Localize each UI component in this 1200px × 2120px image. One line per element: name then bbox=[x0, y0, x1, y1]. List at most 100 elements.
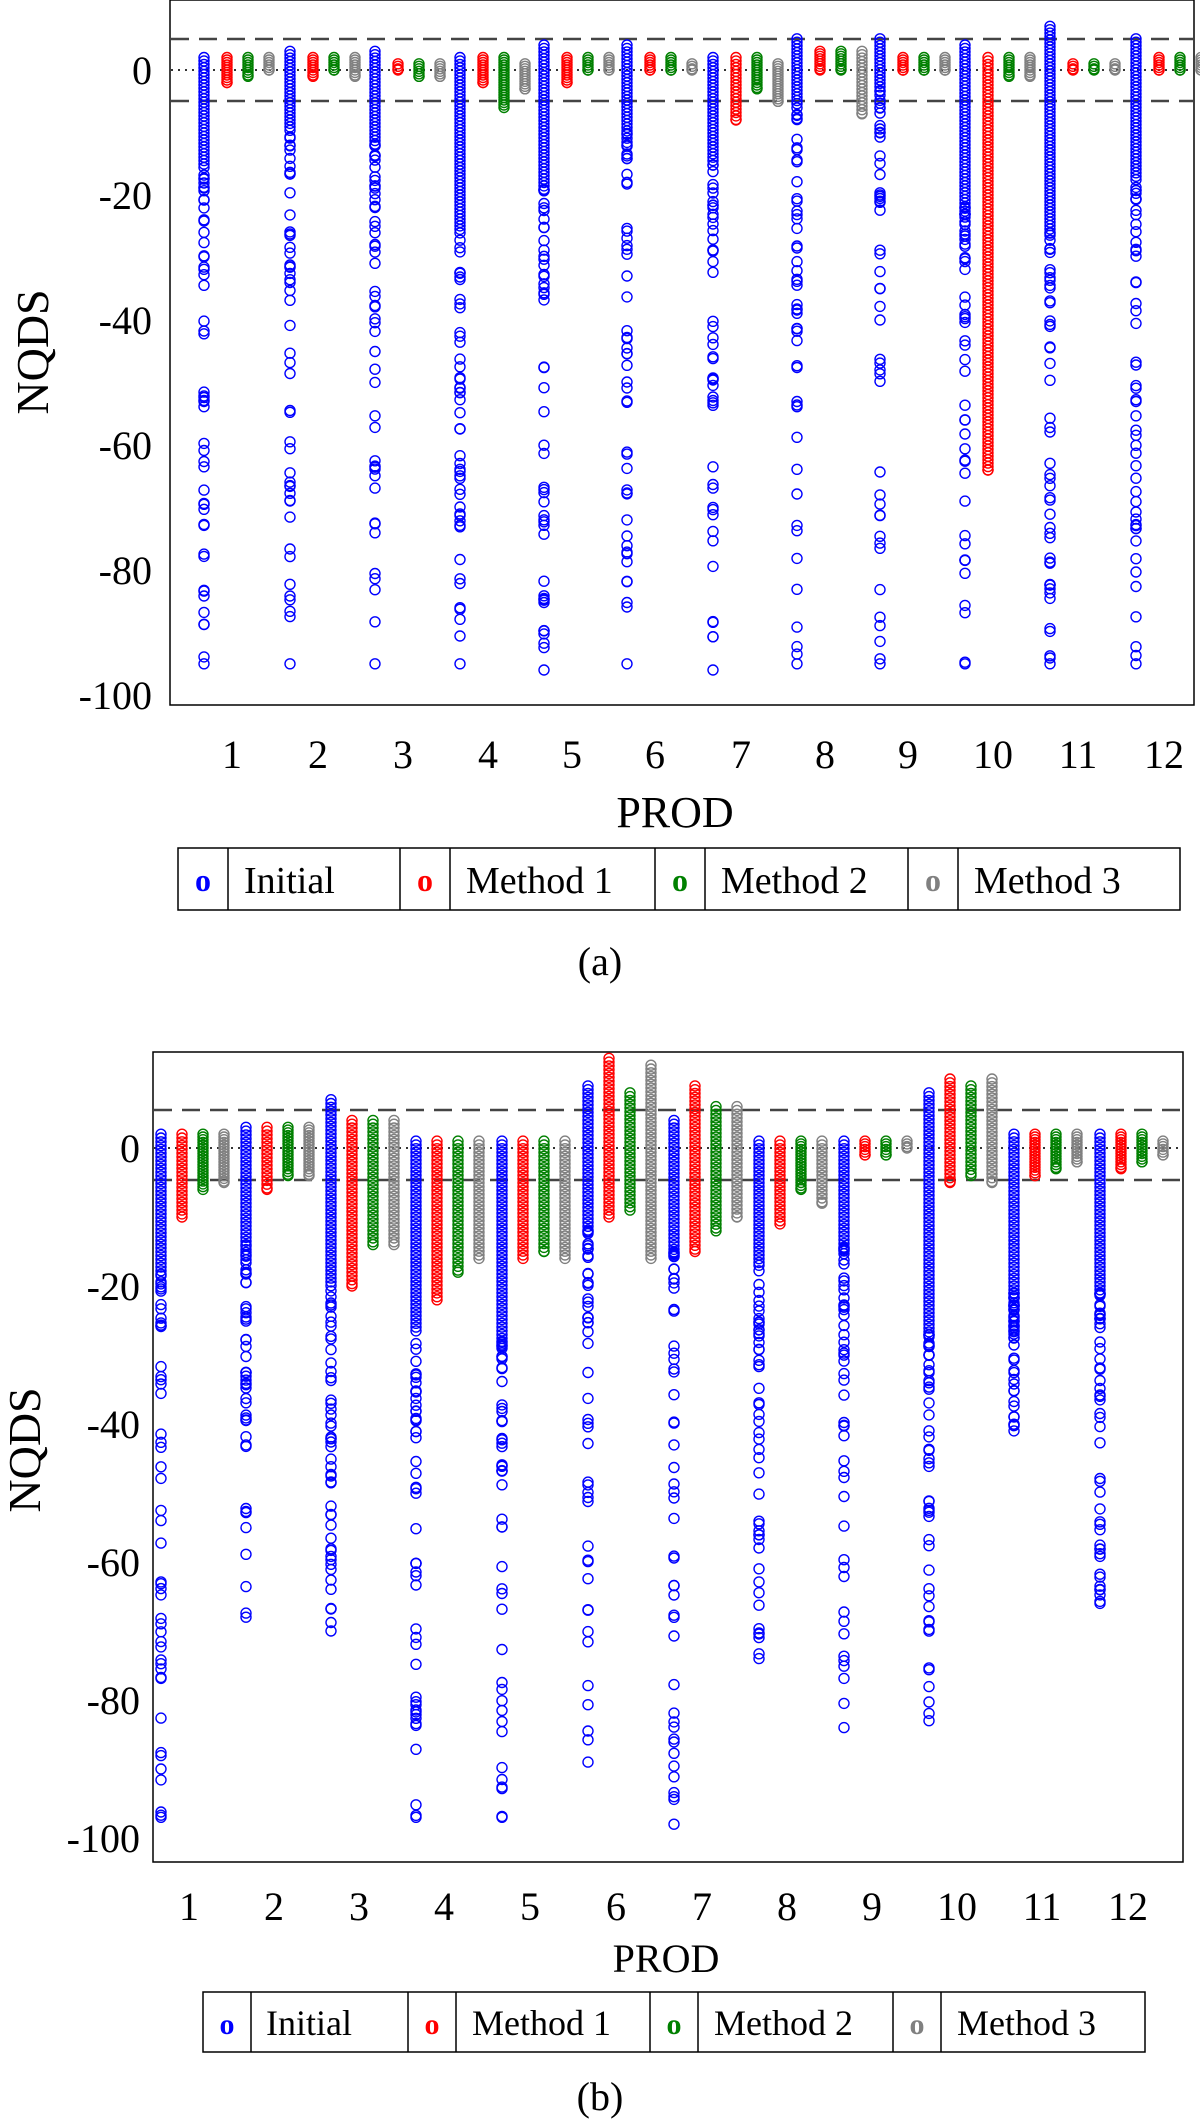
data-point-initial bbox=[1008, 1411, 1020, 1423]
data-point-method-3 bbox=[388, 1205, 400, 1218]
data-point-initial bbox=[155, 1249, 167, 1262]
data-point-initial bbox=[325, 1219, 337, 1231]
data-point-initial bbox=[753, 1169, 765, 1182]
data-point-method-1 bbox=[774, 1150, 786, 1163]
data-point-initial bbox=[621, 127, 633, 140]
data-point-initial bbox=[923, 1254, 935, 1266]
data-point-method-2 bbox=[452, 1146, 464, 1159]
data-point-initial bbox=[753, 1203, 765, 1216]
data-point-method-3 bbox=[388, 1198, 400, 1210]
data-point-initial bbox=[369, 482, 381, 494]
data-point-initial bbox=[621, 540, 633, 552]
data-point-initial bbox=[707, 187, 719, 199]
data-point-method-1 bbox=[346, 1274, 358, 1286]
data-point-initial bbox=[1008, 1364, 1020, 1377]
data-point-initial bbox=[923, 1409, 935, 1421]
data-point-initial bbox=[1094, 1132, 1106, 1144]
data-point-initial bbox=[621, 446, 633, 458]
data-point-method-1 bbox=[944, 1137, 956, 1150]
data-point-method-2 bbox=[1088, 64, 1100, 76]
data-point-initial bbox=[155, 1234, 167, 1247]
data-point-method-2 bbox=[538, 1215, 550, 1227]
data-point-method-1 bbox=[944, 1096, 956, 1108]
data-point-method-1 bbox=[1115, 1162, 1127, 1175]
data-point-initial bbox=[753, 1245, 765, 1257]
data-point-method-3 bbox=[986, 1141, 998, 1154]
data-point-initial bbox=[240, 1366, 252, 1379]
data-point-initial bbox=[369, 313, 381, 325]
data-point-initial bbox=[753, 1316, 765, 1329]
data-point-initial bbox=[874, 196, 886, 209]
data-point-initial bbox=[155, 1657, 167, 1670]
data-point-initial bbox=[1008, 1223, 1020, 1235]
data-point-initial bbox=[1094, 1261, 1106, 1273]
data-point-method-1 bbox=[176, 1208, 188, 1220]
data-point-initial bbox=[1130, 553, 1142, 565]
data-point-initial bbox=[1094, 1362, 1106, 1374]
data-point-initial bbox=[240, 1227, 252, 1240]
data-point-initial bbox=[838, 1146, 850, 1159]
data-point-initial bbox=[496, 1154, 508, 1166]
data-point-initial bbox=[753, 1215, 765, 1227]
data-point-initial bbox=[923, 1121, 935, 1133]
data-point-method-1 bbox=[431, 1161, 443, 1174]
data-point-method-1 bbox=[431, 1256, 443, 1269]
data-point-initial bbox=[923, 1510, 935, 1523]
data-point-initial bbox=[707, 351, 719, 363]
data-point-initial bbox=[325, 1397, 337, 1410]
data-point-method-1 bbox=[346, 1194, 358, 1206]
data-point-method-3 bbox=[218, 1128, 230, 1140]
data-point-method-3 bbox=[986, 1171, 998, 1184]
data-point-method-2 bbox=[538, 1180, 550, 1193]
x-tick-label: 5 bbox=[562, 732, 582, 777]
data-point-method-3 bbox=[303, 1135, 315, 1147]
data-point-method-3 bbox=[1071, 1128, 1083, 1140]
data-point-initial bbox=[923, 1303, 935, 1315]
data-point-initial bbox=[838, 1192, 850, 1204]
data-point-initial bbox=[284, 241, 296, 254]
data-point-method-2 bbox=[965, 1144, 977, 1157]
data-point-initial bbox=[923, 1452, 935, 1465]
data-point-method-1 bbox=[944, 1080, 956, 1093]
data-point-initial bbox=[410, 1371, 422, 1384]
data-point-initial bbox=[959, 252, 971, 264]
data-point-initial bbox=[959, 495, 971, 507]
data-point-initial bbox=[496, 1317, 508, 1330]
data-point-method-2 bbox=[452, 1165, 464, 1178]
data-point-initial bbox=[668, 1282, 680, 1294]
data-point-initial bbox=[240, 1155, 252, 1168]
data-point-initial bbox=[707, 255, 719, 268]
data-point-method-3 bbox=[473, 1177, 485, 1189]
data-point-method-3 bbox=[645, 1074, 657, 1087]
data-point-initial bbox=[496, 1177, 508, 1189]
data-point-initial bbox=[325, 1431, 337, 1443]
data-point-initial bbox=[668, 1122, 680, 1134]
data-point-initial bbox=[240, 1159, 252, 1172]
data-point-method-2 bbox=[1136, 1147, 1148, 1160]
data-point-initial bbox=[240, 1224, 252, 1236]
data-point-initial bbox=[155, 1320, 167, 1332]
data-point-initial bbox=[454, 386, 466, 399]
data-point-method-1 bbox=[346, 1280, 358, 1292]
data-point-method-2 bbox=[367, 1224, 379, 1237]
data-point-method-1 bbox=[689, 1152, 701, 1164]
data-point-initial bbox=[959, 607, 971, 619]
data-point-initial bbox=[369, 584, 381, 596]
data-point-initial bbox=[410, 1695, 422, 1708]
data-point-initial bbox=[923, 1590, 935, 1602]
data-point-initial bbox=[454, 298, 466, 310]
data-point-initial bbox=[240, 1220, 252, 1232]
data-point-initial bbox=[1008, 1261, 1020, 1273]
data-point-initial bbox=[874, 283, 886, 295]
data-point-method-1 bbox=[689, 1110, 701, 1123]
data-point-initial bbox=[923, 1495, 935, 1508]
data-point-initial bbox=[155, 1370, 167, 1383]
data-point-initial bbox=[496, 1694, 508, 1707]
data-point-method-3 bbox=[559, 1241, 571, 1254]
data-point-method-1 bbox=[603, 1170, 615, 1182]
data-point-method-3 bbox=[816, 1184, 828, 1197]
data-point-initial bbox=[325, 1185, 337, 1197]
data-point-initial bbox=[838, 1284, 850, 1296]
data-point-method-2 bbox=[452, 1234, 464, 1246]
data-point-initial bbox=[753, 1324, 765, 1336]
